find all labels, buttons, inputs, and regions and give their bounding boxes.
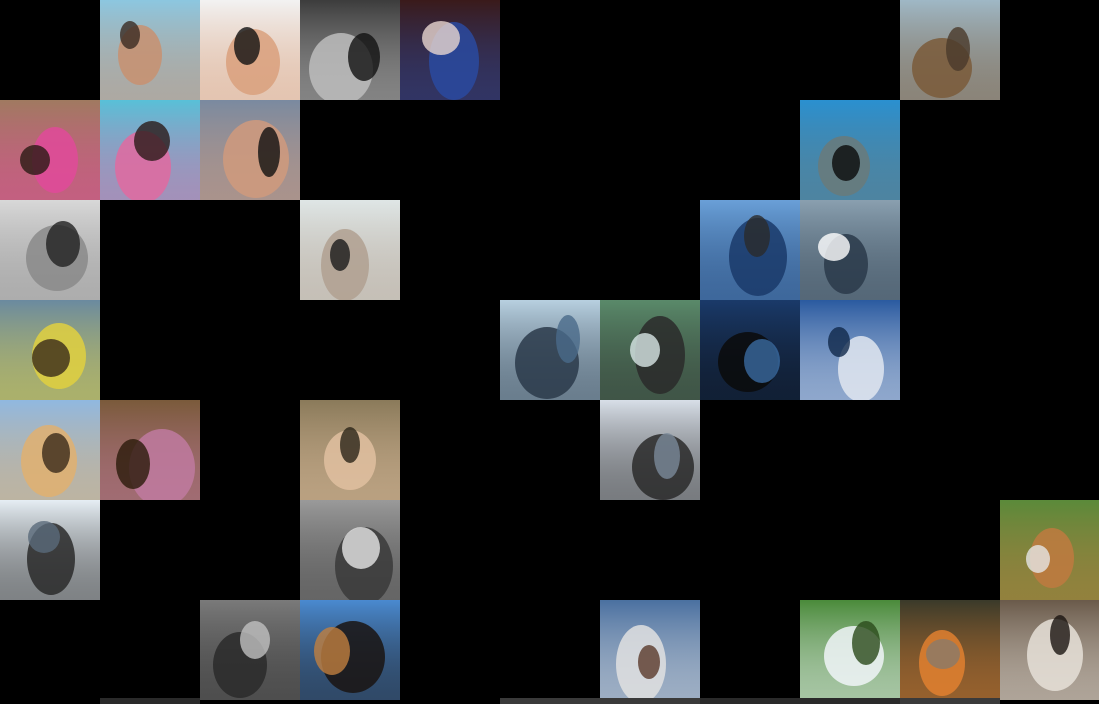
submarine-in-ice-image xyxy=(500,300,600,400)
whale-fluke-in-water-image xyxy=(600,400,700,500)
black-tan-dog-on-bed-image xyxy=(300,600,400,700)
photo-tile-two-women-with-phone[interactable] xyxy=(400,0,500,100)
photo-tile-dogs-in-park[interactable] xyxy=(800,600,900,700)
photo-tile-submarine-in-ice[interactable] xyxy=(500,300,600,400)
photo-tile-orca-dorsal-fin[interactable] xyxy=(700,300,800,400)
photo-tile-two-divers-with-masks[interactable] xyxy=(0,400,100,500)
sea-lions-on-dock-image xyxy=(900,0,1000,100)
photo-tile-husky-in-water[interactable] xyxy=(600,600,700,700)
photo-tile-bw-boy-in-bathtub[interactable] xyxy=(0,200,100,300)
photo-tile-dog-with-cone[interactable] xyxy=(900,600,1000,700)
two-women-with-phone-image xyxy=(400,0,500,100)
friends-on-beach-image xyxy=(100,0,200,100)
photo-tile-person-on-white-bed[interactable] xyxy=(300,200,400,300)
photo-tile-dog-under-table[interactable] xyxy=(300,500,400,600)
whale-breaching-image xyxy=(700,200,800,300)
photo-tile-whale-head-above-water[interactable] xyxy=(600,300,700,400)
dog-under-table-image xyxy=(300,500,400,600)
photo-tile-bw-forest-path[interactable] xyxy=(200,600,300,700)
photo-tile-orca-show-pool[interactable] xyxy=(800,100,900,200)
bw-seated-figure-image xyxy=(300,0,400,100)
photo-tile-black-tan-dog-on-bed[interactable] xyxy=(300,600,400,700)
whale-head-above-water-image xyxy=(600,300,700,400)
photo-tile-women-selfie-pink-bikini[interactable] xyxy=(0,100,100,200)
two-divers-with-masks-image xyxy=(0,400,100,500)
person-with-snorkel-mask-image xyxy=(0,300,100,400)
photo-tile-dolphins-leaping[interactable] xyxy=(800,300,900,400)
photo-tile-friends-on-beach[interactable] xyxy=(100,0,200,100)
photo-tile-woman-black-swimsuit[interactable] xyxy=(200,100,300,200)
husky-in-water-image xyxy=(600,600,700,700)
photo-tile-woman-with-dumbbells[interactable] xyxy=(200,0,300,100)
photo-tile-horse-with-pink-halter[interactable] xyxy=(100,400,200,500)
partial-photo-row xyxy=(900,698,1000,704)
dog-with-cone-image xyxy=(900,600,1000,700)
photo-tile-dog-on-couch[interactable] xyxy=(1000,600,1099,700)
legs-walking-on-path-image xyxy=(300,400,400,500)
photo-tile-man-in-snow-gear[interactable] xyxy=(0,500,100,600)
horse-with-pink-halter-image xyxy=(100,400,200,500)
women-selfie-pink-bikini-image xyxy=(0,100,100,200)
bw-boy-in-bathtub-image xyxy=(0,200,100,300)
photo-tile-whale-breaching[interactable] xyxy=(700,200,800,300)
photo-tile-cocker-spaniel-on-grass[interactable] xyxy=(1000,500,1099,600)
partial-photo-row xyxy=(100,698,200,704)
photo-tile-legs-walking-on-path[interactable] xyxy=(300,400,400,500)
dolphins-leaping-image xyxy=(800,300,900,400)
partial-photo-row xyxy=(500,698,700,704)
photo-tile-person-with-snorkel-mask[interactable] xyxy=(0,300,100,400)
woman-black-swimsuit-image xyxy=(200,100,300,200)
woman-with-dumbbells-image xyxy=(200,0,300,100)
photo-tile-whale-fluke-in-water[interactable] xyxy=(600,400,700,500)
person-on-white-bed-image xyxy=(300,200,400,300)
dogs-in-park-image xyxy=(800,600,900,700)
photo-tile-sea-lions-on-dock[interactable] xyxy=(900,0,1000,100)
orca-show-pool-image xyxy=(800,100,900,200)
dog-on-couch-image xyxy=(1000,600,1099,700)
partial-photo-row xyxy=(700,698,900,704)
orca-dorsal-fin-image xyxy=(700,300,800,400)
photo-tile-two-women-in-pool[interactable] xyxy=(100,100,200,200)
whale-splash-closeup-image xyxy=(800,200,900,300)
man-in-snow-gear-image xyxy=(0,500,100,600)
bw-forest-path-image xyxy=(200,600,300,700)
photo-tile-whale-splash-closeup[interactable] xyxy=(800,200,900,300)
photo-tile-bw-seated-figure[interactable] xyxy=(300,0,400,100)
two-women-in-pool-image xyxy=(100,100,200,200)
cocker-spaniel-on-grass-image xyxy=(1000,500,1099,600)
